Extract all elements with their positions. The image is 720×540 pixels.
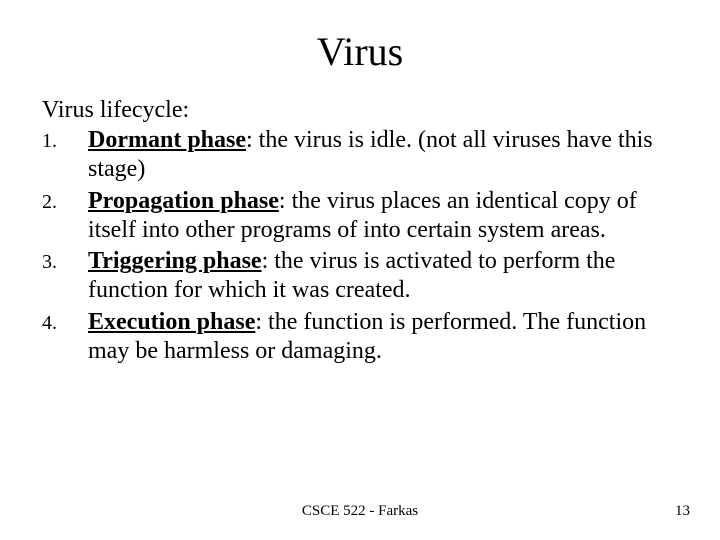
- item-body: Triggering phase: the virus is activated…: [88, 247, 678, 306]
- item-number: 1.: [42, 126, 88, 185]
- list-item: 3. Triggering phase: the virus is activa…: [42, 247, 678, 306]
- item-number: 4.: [42, 308, 88, 367]
- item-body: Propagation phase: the virus places an i…: [88, 187, 678, 246]
- phase-name: Execution phase: [88, 309, 255, 335]
- footer-center: CSCE 522 - Farkas: [0, 503, 720, 520]
- item-body: Execution phase: the function is perform…: [88, 308, 678, 367]
- slide-title: Virus: [42, 28, 678, 75]
- item-number: 2.: [42, 187, 88, 246]
- phase-list: 1. Dormant phase: the virus is idle. (no…: [42, 126, 678, 366]
- phase-name: Triggering phase: [88, 248, 262, 274]
- list-item: 4. Execution phase: the function is perf…: [42, 308, 678, 367]
- phase-name: Propagation phase: [88, 188, 279, 214]
- phase-name: Dormant phase: [88, 127, 246, 153]
- item-number: 3.: [42, 247, 88, 306]
- slide: Virus Virus lifecycle: 1. Dormant phase:…: [0, 0, 720, 540]
- page-number: 13: [675, 503, 690, 520]
- list-item: 2. Propagation phase: the virus places a…: [42, 187, 678, 246]
- intro-text: Virus lifecycle:: [42, 97, 678, 124]
- item-body: Dormant phase: the virus is idle. (not a…: [88, 126, 678, 185]
- list-item: 1. Dormant phase: the virus is idle. (no…: [42, 126, 678, 185]
